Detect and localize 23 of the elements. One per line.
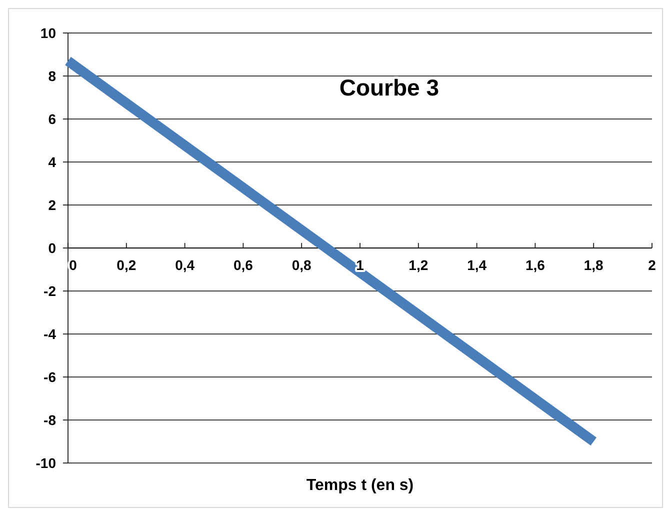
x-tick-label: 0,6	[233, 257, 254, 273]
y-tick-label: -8	[44, 412, 56, 428]
x-tick-label: 2	[648, 257, 656, 273]
x-tick-label: 1,4	[467, 257, 487, 273]
y-tick-label: 0	[48, 240, 56, 256]
text: Courbe 3	[339, 74, 440, 100]
y-tick-label: 4	[48, 154, 56, 170]
x-tick-label: 0,8	[292, 257, 312, 273]
y-tick-label: -2	[44, 282, 56, 299]
x-tick-label: 1,8	[584, 257, 604, 273]
x-tick-label: 1,6	[525, 257, 546, 273]
y-tick-label: -6	[44, 368, 56, 385]
x-tick-label: 1,2	[408, 257, 428, 273]
x-tick-label: 0	[69, 257, 78, 273]
y-tick-label: 10	[40, 24, 56, 41]
y-tick-label: 6	[48, 110, 56, 127]
y-tick-label: 8	[48, 68, 56, 84]
y-tick-label: -4	[44, 326, 56, 342]
y-tick-label: -10	[36, 454, 56, 471]
x-axis-title: Temps t (en s)	[306, 477, 414, 494]
x-tick-label: 0,4	[175, 257, 195, 273]
y-tick-label: 2	[48, 196, 56, 213]
x-tick-label: 0,2	[116, 257, 136, 273]
